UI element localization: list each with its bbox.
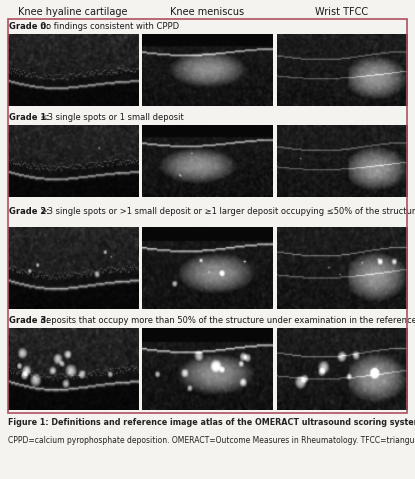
Text: >3 single spots or >1 small deposit or ≥1 larger deposit occupying ≤50% of the s: >3 single spots or >1 small deposit or ≥… [38,207,415,216]
Text: Figure 1: Definitions and reference image atlas of the OMERACT ultrasound scorin: Figure 1: Definitions and reference imag… [8,418,415,427]
Text: Grade 1:: Grade 1: [9,113,50,122]
Text: Knee meniscus: Knee meniscus [171,7,244,17]
Text: CPPD=calcium pyrophosphate deposition. OMERACT=Outcome Measures in Rheumatology.: CPPD=calcium pyrophosphate deposition. O… [8,435,415,445]
Text: Grade 2:: Grade 2: [9,207,50,216]
Text: ≤3 single spots or 1 small deposit: ≤3 single spots or 1 small deposit [38,113,184,122]
Text: Knee hyaline cartilage: Knee hyaline cartilage [18,7,128,17]
Text: Grade 0:: Grade 0: [9,22,50,31]
Text: Grade 3:: Grade 3: [9,316,50,325]
Text: Wrist TFCC: Wrist TFCC [315,7,369,17]
Text: no findings consistent with CPPD: no findings consistent with CPPD [38,22,179,31]
Text: deposits that occupy more than 50% of the structure under examination in the ref: deposits that occupy more than 50% of th… [38,316,415,325]
